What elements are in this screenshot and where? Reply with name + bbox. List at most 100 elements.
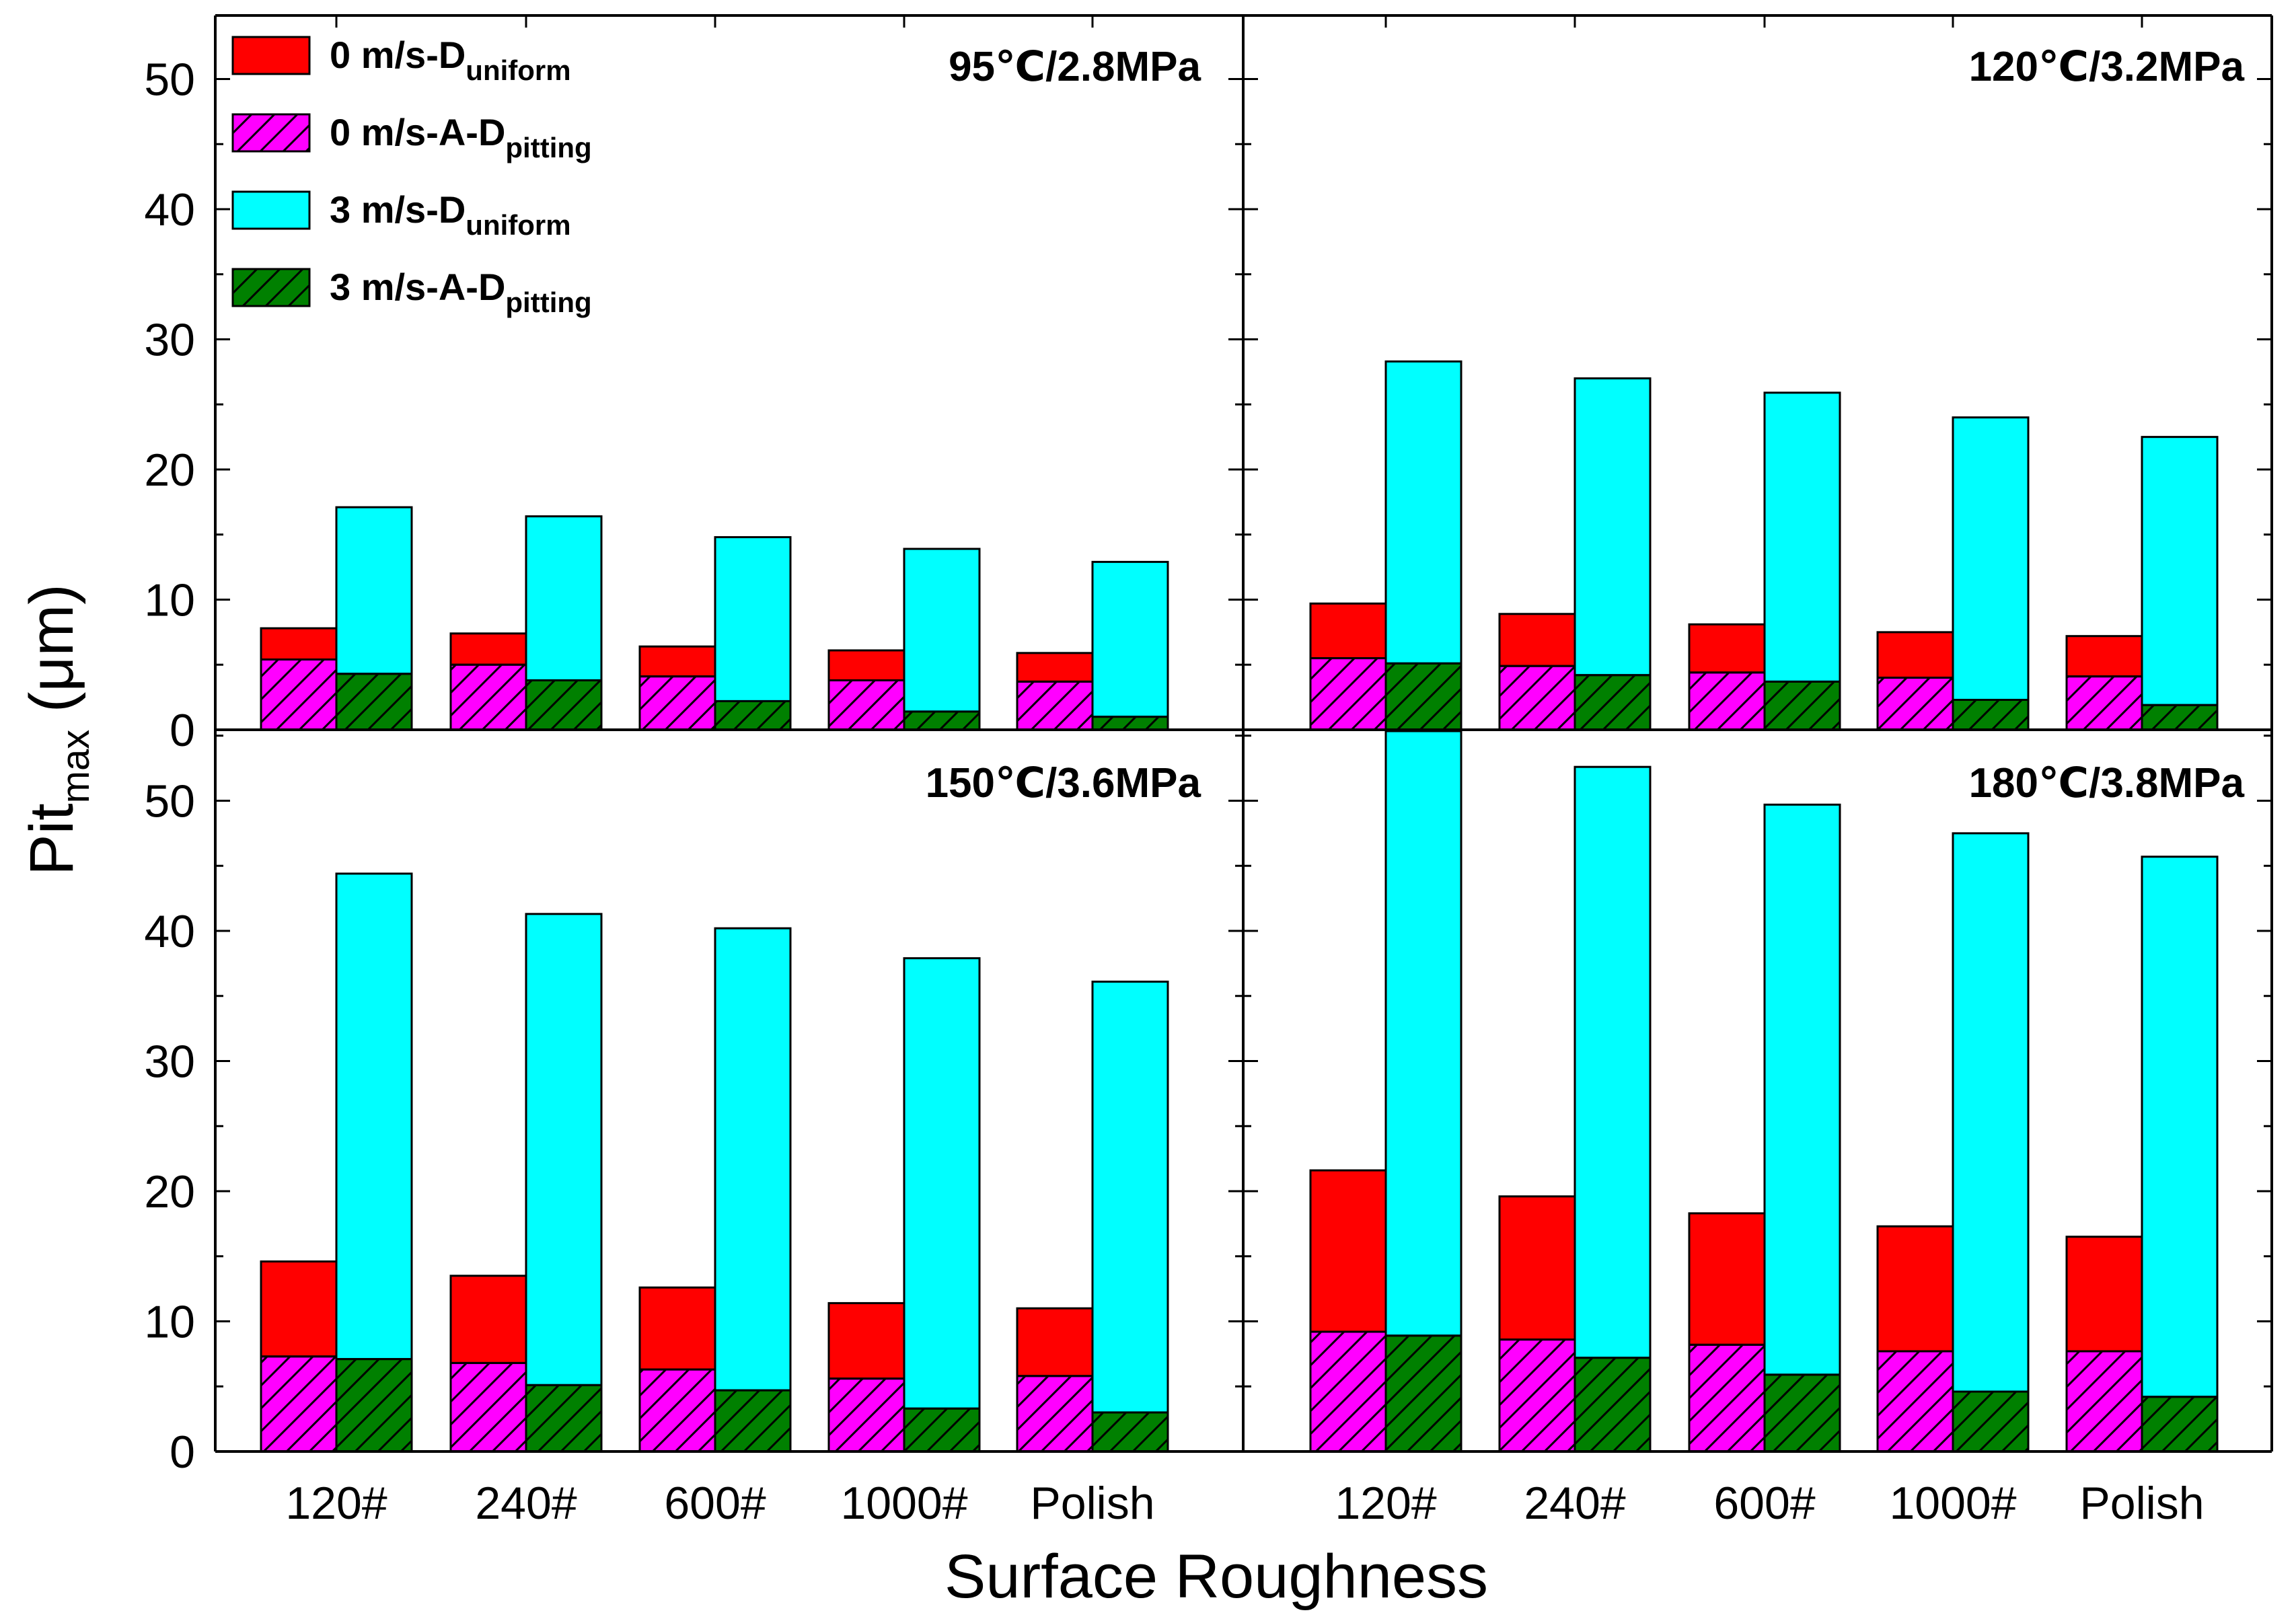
bar-0ms-pitting-hatch-600 bbox=[1688, 671, 1766, 731]
x-tick-label: Polish bbox=[1030, 1478, 1154, 1529]
legend-swatch bbox=[231, 36, 311, 75]
bar-3ms-pitting-hatch-120 bbox=[335, 673, 413, 731]
panel-title: 180℃/3.8MPa bbox=[1969, 760, 2245, 806]
bar-0ms-pitting-hatch-120 bbox=[1309, 1330, 1387, 1453]
panel-2: 120℃/3.2MPa bbox=[1242, 14, 2273, 731]
bar-3ms-pitting-hatch-240 bbox=[525, 679, 603, 731]
bar-0ms-pitting-hatch-120 bbox=[260, 658, 338, 731]
bar-0ms-pitting-hatch-1000 bbox=[1876, 677, 1954, 731]
bar-0ms-pitting-hatch-1000 bbox=[827, 1377, 905, 1453]
bar-0ms-pitting-hatch-240 bbox=[1498, 665, 1576, 731]
x-tick-label: 1000# bbox=[840, 1478, 967, 1529]
panel-title: 120℃/3.2MPa bbox=[1969, 44, 2245, 90]
x-tick-label: 600# bbox=[664, 1478, 766, 1529]
bar-3ms-pitting-hatch-240 bbox=[1573, 1357, 1652, 1453]
bar-0ms-pitting-hatch-1000 bbox=[827, 679, 905, 731]
panels-layer: 0 10 20 30 40 50 95℃/2.8MPa 120℃/3.2MPa 0 10 20 30 4… bbox=[144, 14, 2273, 1529]
y-axis-title-main: Pit bbox=[17, 803, 86, 875]
y-tick-label: 40 bbox=[144, 184, 195, 235]
bar-3ms-pitting-hatch-600 bbox=[1763, 1373, 1841, 1453]
panel-4: 120# 240# 600# 1000# Polish 180℃/3.8MPa bbox=[1242, 730, 2273, 1529]
bar-0ms-pitting-hatch-240 bbox=[449, 1361, 527, 1453]
legend-swatch-hatch bbox=[231, 113, 311, 153]
y-tick-label: 30 bbox=[144, 1036, 195, 1088]
bar-3ms-pitting-hatch-1000 bbox=[1952, 698, 2030, 731]
bar-0ms-pitting-hatch-240 bbox=[1498, 1338, 1576, 1453]
bar-0ms-pitting-hatch-1000 bbox=[1876, 1350, 1954, 1453]
labels-layer: Pitmax (μm) Surface Roughness bbox=[17, 584, 1488, 1611]
x-tick-label: 240# bbox=[475, 1478, 577, 1529]
bar-3ms-uniform-120 bbox=[1384, 730, 1462, 1453]
legend-label: 3 m/s-Duniform bbox=[330, 188, 571, 241]
bar-0ms-pitting-hatch-polish bbox=[1016, 680, 1094, 731]
bar-3ms-uniform-240 bbox=[1573, 765, 1652, 1453]
y-tick-label: 30 bbox=[144, 315, 195, 366]
legend-swatch bbox=[231, 190, 311, 230]
x-tick-label: 240# bbox=[1524, 1478, 1625, 1529]
bar-3ms-uniform-1000 bbox=[1952, 416, 2030, 731]
bar-3ms-pitting-hatch-600 bbox=[714, 700, 792, 731]
bar-0ms-pitting-hatch-240 bbox=[449, 663, 527, 731]
y-axis-title-unit: (μm) bbox=[17, 584, 86, 729]
bar-3ms-pitting-hatch-120 bbox=[1384, 1334, 1462, 1453]
y-tick-label: 50 bbox=[144, 54, 195, 106]
x-axis-title: Surface Roughness bbox=[945, 1542, 1488, 1611]
legend-item-2: 0 m/s-A-Dpitting bbox=[231, 111, 592, 163]
bar-0ms-pitting-hatch-120 bbox=[1309, 657, 1387, 731]
legend: 0 m/s-Duniform 0 m/s-A-Dpitting 3 m/s-Duni… bbox=[231, 34, 592, 318]
x-tick-label: 600# bbox=[1713, 1478, 1815, 1529]
y-tick-label: 0 bbox=[170, 705, 195, 756]
bar-3ms-uniform-240 bbox=[1573, 377, 1652, 731]
legend-swatch-hatch bbox=[231, 268, 311, 307]
bar-3ms-uniform-120 bbox=[335, 872, 413, 1453]
bar-3ms-uniform-polish bbox=[1091, 560, 1169, 731]
bar-3ms-pitting-hatch-1000 bbox=[903, 1407, 981, 1453]
x-tick-label: 120# bbox=[1335, 1478, 1436, 1529]
bar-0ms-pitting-hatch-600 bbox=[638, 1368, 716, 1453]
panel-title: 95℃/2.8MPa bbox=[949, 44, 1201, 90]
y-tick-label: 40 bbox=[144, 906, 195, 957]
bar-3ms-pitting-hatch-600 bbox=[714, 1389, 792, 1453]
bar-0ms-pitting-hatch-120 bbox=[260, 1355, 338, 1453]
bar-3ms-uniform-240 bbox=[525, 913, 603, 1453]
bar-3ms-uniform-600 bbox=[1763, 391, 1841, 731]
bar-3ms-pitting-hatch-1000 bbox=[1952, 1390, 2030, 1453]
legend-item-3: 3 m/s-Duniform bbox=[231, 188, 571, 241]
legend-label: 0 m/s-A-Dpitting bbox=[330, 111, 592, 163]
bar-3ms-pitting-hatch-polish bbox=[1091, 716, 1169, 731]
bar-3ms-pitting-hatch-240 bbox=[525, 1384, 603, 1453]
bar-3ms-uniform-600 bbox=[714, 536, 792, 731]
panel-3: 0 10 20 30 40 50 120# 240# 600# 1000# Polish 150℃/3… bbox=[144, 730, 1245, 1529]
panel-title: 150℃/3.6MPa bbox=[926, 760, 1201, 806]
bar-0ms-pitting-hatch-600 bbox=[638, 675, 716, 731]
bar-3ms-pitting-hatch-600 bbox=[1763, 680, 1841, 731]
legend-label: 0 m/s-Duniform bbox=[330, 34, 571, 86]
x-tick-label: 120# bbox=[285, 1478, 387, 1529]
bar-3ms-pitting-hatch-240 bbox=[1573, 674, 1652, 731]
y-tick-label: 20 bbox=[144, 1166, 195, 1217]
y-tick-label: 0 bbox=[170, 1427, 195, 1478]
bar-3ms-pitting-hatch-120 bbox=[1384, 662, 1462, 731]
bar-3ms-uniform-1000 bbox=[903, 548, 981, 731]
bar-3ms-pitting-hatch-120 bbox=[335, 1358, 413, 1453]
bar-3ms-pitting-hatch-polish bbox=[2141, 704, 2219, 731]
bar-3ms-uniform-1000 bbox=[1952, 832, 2030, 1453]
bar-3ms-pitting-hatch-polish bbox=[1091, 1411, 1169, 1453]
y-tick-label: 20 bbox=[144, 445, 195, 496]
x-tick-label: Polish bbox=[2079, 1478, 2204, 1529]
legend-label: 3 m/s-A-Dpitting bbox=[330, 266, 592, 318]
bar-0ms-pitting-hatch-polish bbox=[1016, 1375, 1094, 1453]
bar-0ms-pitting-hatch-polish bbox=[2065, 675, 2143, 731]
y-tick-label: 50 bbox=[144, 776, 195, 827]
y-axis-title: Pitmax (μm) bbox=[17, 584, 98, 875]
x-tick-label: 1000# bbox=[1889, 1478, 2016, 1529]
bar-3ms-uniform-1000 bbox=[903, 957, 981, 1453]
bar-3ms-pitting-hatch-1000 bbox=[903, 710, 981, 731]
bar-0ms-pitting-hatch-polish bbox=[2065, 1350, 2143, 1453]
legend-item-4: 3 m/s-A-Dpitting bbox=[231, 266, 592, 318]
bar-3ms-uniform-600 bbox=[1763, 803, 1841, 1453]
y-axis-title-sub: max bbox=[54, 730, 98, 804]
legend-item-1: 0 m/s-Duniform bbox=[231, 34, 571, 86]
y-tick-label: 10 bbox=[144, 1297, 195, 1348]
